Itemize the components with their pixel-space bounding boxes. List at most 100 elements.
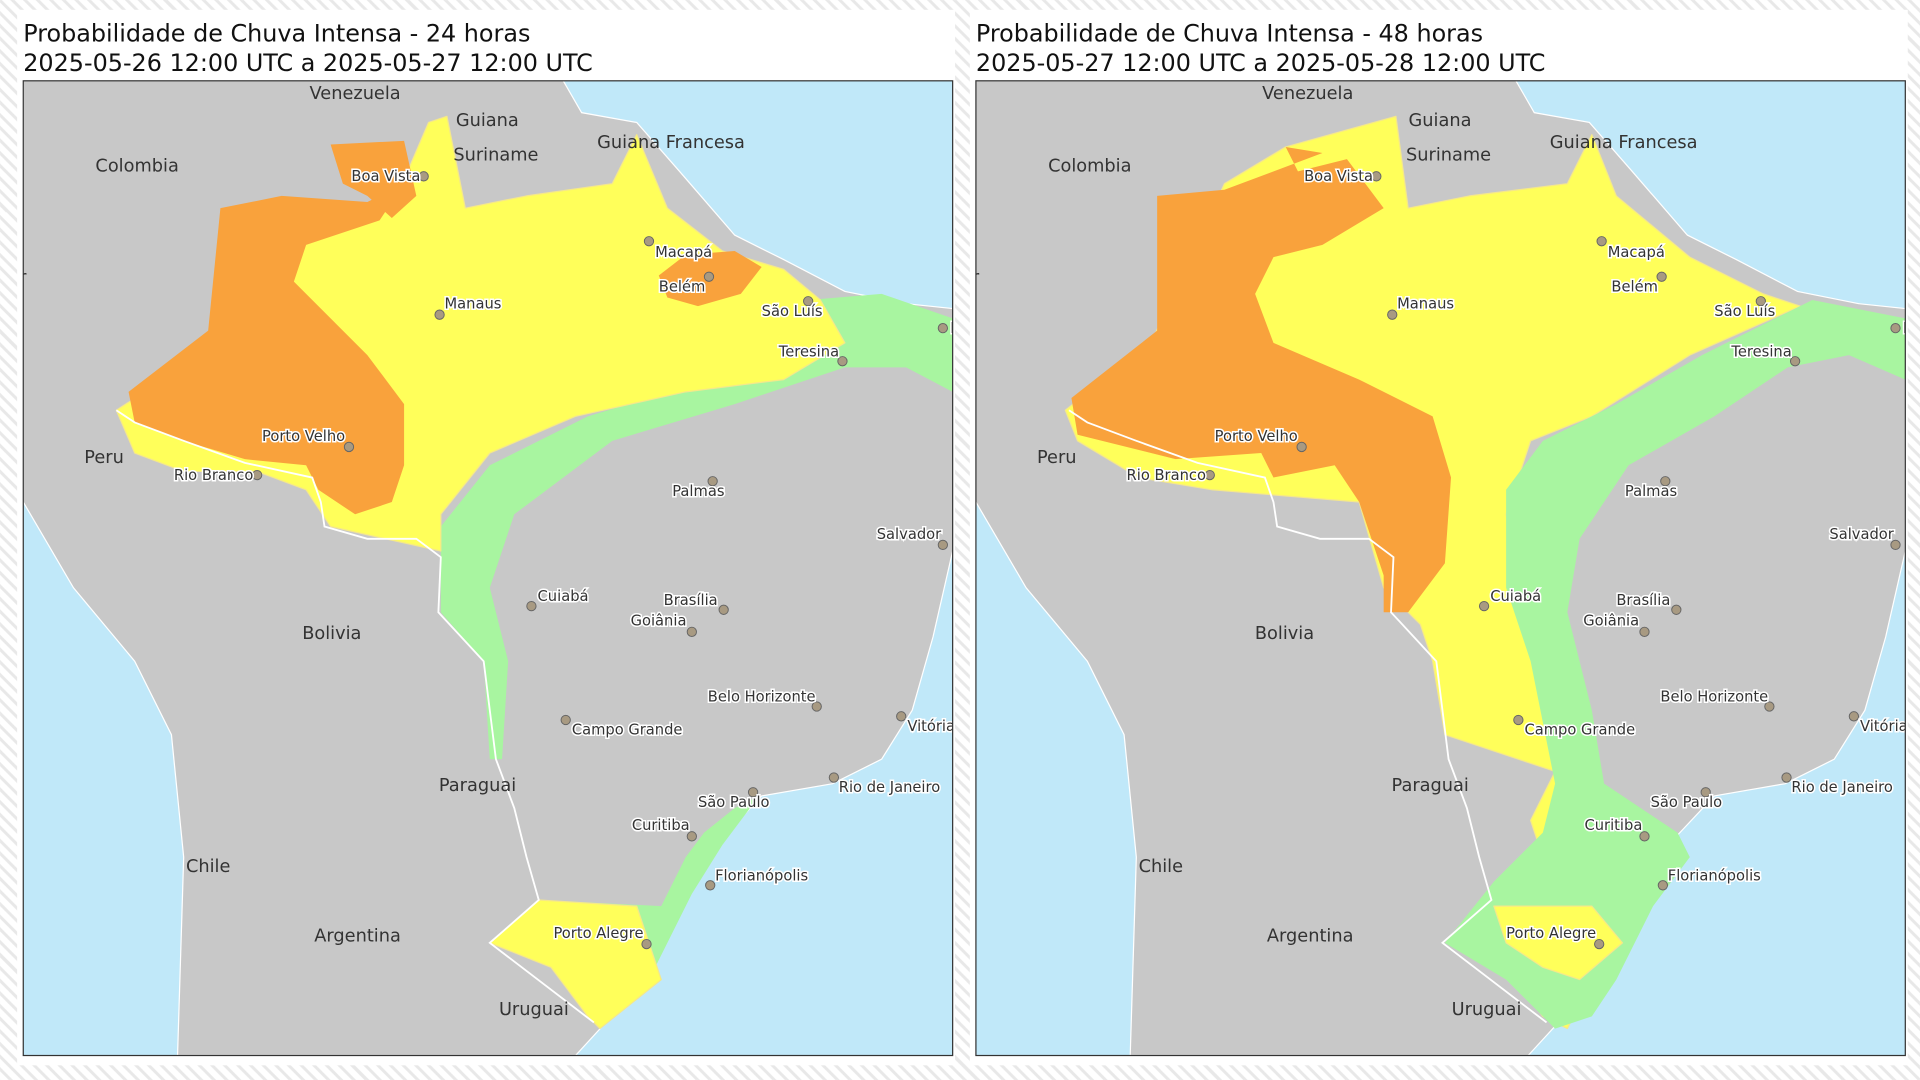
city-label: Brasília: [664, 592, 718, 609]
city-label: Salvador: [1829, 526, 1894, 543]
city-label: São Paulo: [698, 794, 770, 811]
city-label: Vitória: [907, 718, 955, 735]
city-label: Porto Velho: [1215, 428, 1298, 445]
country-label: Paraguai: [439, 776, 516, 796]
city-label: Salvador: [877, 526, 942, 543]
city-marker: [1890, 539, 1901, 551]
country-label: Ecuador: [907, 268, 980, 288]
map-area: Venezuela Guiana Suriname Guiana Francesa Co…: [907, 80, 1920, 1056]
city-marker: [803, 296, 814, 307]
city-label: Teresina: [1730, 343, 1791, 360]
city-marker: [937, 539, 949, 551]
country-label: Chile: [1139, 857, 1183, 877]
country-label: Venezuela: [310, 84, 401, 104]
city-marker: [1755, 296, 1766, 307]
country-label: Chile: [186, 857, 230, 877]
city-label: Florianópolis: [715, 867, 808, 884]
country-label: Colombia: [1048, 156, 1131, 176]
city-marker: [526, 600, 537, 612]
city-label: Cuiabá: [1490, 588, 1541, 605]
panel-title: Probabilidade de Chuva Intensa - 24 hora…: [23, 20, 530, 48]
city-marker: [1296, 441, 1307, 453]
city-marker: [1781, 772, 1792, 783]
city-label: Rio de Janeiro: [839, 779, 940, 796]
panel-title: Probabilidade de Chuva Intensa - 48 hora…: [976, 20, 1483, 48]
city-marker: [1204, 469, 1215, 481]
city-marker: [1513, 714, 1524, 726]
city-marker: [1478, 600, 1490, 612]
country-label: Argentina: [1267, 927, 1354, 947]
city-label: Macapá: [655, 244, 712, 261]
map-frame: [22, 80, 954, 1057]
city-marker: [1789, 356, 1801, 367]
border-line: [1068, 409, 1548, 1024]
city-marker: [686, 626, 697, 637]
probability-zone: [489, 899, 662, 1030]
country-label: Suriname: [1406, 145, 1491, 165]
city-label: São Luís: [762, 303, 823, 320]
city-marker: [643, 236, 655, 247]
city-marker: [811, 701, 822, 712]
country-label: Colombia: [95, 156, 178, 176]
city-marker: [1660, 476, 1671, 487]
country-label: Guiana Francesa: [1550, 133, 1698, 153]
city-label: Porto Alegre: [1506, 925, 1596, 942]
city-marker: [1848, 711, 1860, 722]
country-label: Guiana: [1409, 111, 1472, 131]
city-marker: [1656, 271, 1667, 282]
panel-subtitle: 2025-05-27 12:00 UTC a 2025-05-28 12:00 …: [976, 49, 1546, 77]
city-marker: [896, 711, 907, 722]
probability-zone: [1444, 300, 1906, 1029]
city-marker: [1657, 880, 1669, 891]
city-label: Recife: [1903, 320, 1920, 337]
city-label: Campo Grande: [572, 722, 683, 739]
city-label: Boa Vista: [351, 168, 420, 185]
city-label: Goiânia: [631, 613, 687, 630]
city-label: Florianópolis: [1668, 867, 1761, 884]
country-label: Uruguai: [1452, 1000, 1522, 1020]
country-label: Paraguai: [1392, 776, 1469, 796]
border-line: [115, 409, 595, 1024]
city-label: Rio Branco: [174, 467, 253, 484]
city-label: Campo Grande: [1524, 722, 1635, 739]
city-marker: [837, 356, 848, 367]
map-panel: Probabilidade de Chuva Intensa - 24 hora…: [17, 9, 956, 1066]
city-marker: [1700, 787, 1711, 798]
city-marker: [560, 714, 571, 726]
city-marker: [1596, 236, 1607, 247]
city-label: Vitória: [1860, 718, 1908, 735]
city-label: Boa Vista: [1304, 168, 1373, 185]
city-label: Belém: [1611, 278, 1658, 295]
city-label: Porto Velho: [262, 428, 345, 445]
city-marker: [251, 469, 263, 481]
city-marker: [418, 171, 429, 182]
city-label: Goiânia: [1583, 613, 1639, 630]
map-area: Venezuela Guiana Suriname Guiana Francesa Co…: [23, 80, 955, 1056]
country-label: Bolivia: [302, 624, 361, 644]
city-marker: [707, 476, 718, 487]
city-marker: [343, 441, 355, 453]
city-label: Rio de Janeiro: [1791, 779, 1892, 796]
probability-zone: [128, 183, 405, 515]
map-panel: Probabilidade de Chuva Intensa - 48 hora…: [907, 9, 1920, 1066]
city-marker: [703, 271, 715, 282]
city-marker: [705, 880, 716, 891]
city-label: Curitiba: [632, 817, 690, 834]
city-label: Macapá: [1608, 244, 1665, 261]
country-label: Peru: [84, 448, 124, 468]
probability-zone: [1071, 146, 1452, 613]
country-label: Venezuela: [1262, 84, 1353, 104]
city-label: São Luís: [1714, 303, 1775, 320]
city-marker: [1764, 701, 1775, 712]
probability-zone: [330, 140, 417, 218]
city-marker: [747, 787, 759, 798]
map-frame: [975, 80, 1906, 1057]
city-marker: [686, 831, 697, 842]
city-label: Manaus: [1397, 296, 1454, 313]
probability-zone: [1493, 905, 1624, 981]
city-label: Teresina: [778, 343, 839, 360]
country-label: Argentina: [314, 927, 401, 947]
city-marker: [1387, 309, 1398, 320]
